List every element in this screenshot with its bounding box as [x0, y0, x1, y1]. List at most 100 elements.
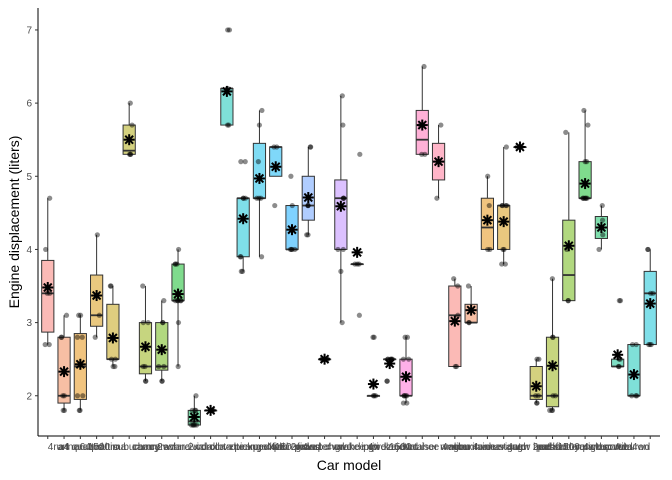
data-point [338, 268, 344, 274]
y-tick-label: 2 [26, 391, 32, 402]
box-group-27 [480, 173, 495, 253]
mean-marker [156, 344, 168, 356]
data-point [127, 151, 133, 157]
box [562, 219, 576, 302]
box-group-25 [448, 276, 462, 370]
mean-marker [465, 304, 477, 316]
mean-marker-stroke [450, 316, 460, 326]
data-point [258, 195, 264, 201]
box-group-36 [627, 341, 641, 399]
mean-marker [530, 380, 542, 392]
data-point [305, 232, 311, 238]
data-point [633, 341, 639, 348]
data-point [646, 341, 652, 348]
data-point [239, 268, 246, 274]
box-group-0 [41, 195, 55, 348]
box-group-32 [562, 129, 576, 304]
box-group-7 [155, 298, 169, 384]
box-group-33 [578, 107, 592, 201]
data-point [583, 195, 589, 201]
box-group-4 [106, 283, 120, 370]
data-point [371, 334, 377, 340]
mean-marker-stroke [433, 156, 444, 167]
data-point [74, 393, 81, 399]
x-tick-label: sonata [603, 442, 633, 453]
box-group-3 [90, 232, 104, 340]
data-point [401, 393, 407, 399]
data-point [76, 407, 82, 413]
data-point [645, 246, 651, 253]
box [415, 109, 429, 155]
mean-marker [595, 221, 607, 233]
box-group-8 [171, 246, 185, 370]
mean-marker-stroke [303, 192, 313, 203]
data-point [486, 202, 492, 209]
x-tick-label: camry solara [133, 442, 191, 453]
data-point [46, 341, 52, 348]
x-tick-label: altima [100, 442, 127, 453]
data-point [585, 122, 591, 128]
mean-marker-stroke [189, 412, 199, 422]
data-point [256, 122, 262, 128]
x-tick-label: f150 pickup 4wd [272, 442, 344, 453]
x-tick-label: durango 4wd [231, 442, 289, 453]
mean-marker [205, 404, 217, 416]
box-group-2 [73, 312, 87, 413]
data-point [289, 246, 295, 253]
mean-marker-stroke [238, 214, 248, 224]
data-point [60, 407, 66, 413]
data-point [63, 312, 70, 318]
data-point [402, 334, 408, 340]
data-point [178, 298, 184, 304]
box [41, 259, 55, 333]
data-point [550, 334, 556, 340]
data-point [465, 283, 472, 289]
data-point [192, 422, 198, 428]
x-tick-label: caravan 2wd [150, 442, 207, 453]
mean-marker-stroke [499, 216, 509, 227]
x-tick-label: grand cherokee 4wd [296, 442, 387, 453]
data-point [340, 195, 347, 201]
data-point [549, 276, 555, 282]
data-point [357, 151, 363, 157]
data-point [341, 195, 347, 201]
x-tick-label: corolla [196, 442, 226, 453]
x-tick-label: impreza awd [361, 442, 418, 453]
data-point [304, 232, 310, 238]
data-point [455, 283, 461, 289]
data-point [534, 400, 540, 406]
data-point [238, 268, 244, 274]
data-point [617, 298, 624, 304]
data-point [356, 312, 362, 318]
mean-marker-stroke [108, 333, 118, 343]
x-tick-label: maxima [454, 442, 489, 453]
data-point [140, 363, 146, 370]
mean-marker-stroke [287, 225, 297, 235]
data-point [175, 246, 182, 253]
data-point [504, 202, 510, 209]
data-point [580, 195, 586, 201]
x-tick-label: mountaineer 4wd [449, 442, 526, 453]
data-point [237, 254, 243, 260]
box-group-31 [545, 276, 560, 413]
x-tick-label: c1500 suburban 2wd [83, 442, 176, 453]
data-point [499, 261, 505, 267]
data-point [356, 261, 362, 267]
data-point [370, 393, 377, 399]
mean-marker-stroke [564, 241, 574, 251]
mean-marker [172, 288, 184, 300]
x-tick-label: pathfinder 4wd [536, 442, 602, 453]
mean-marker [302, 191, 314, 203]
box-group-12 [236, 159, 250, 274]
data-point [193, 393, 199, 399]
data-point [452, 363, 458, 370]
data-point [634, 393, 640, 399]
data-point [354, 261, 360, 267]
data-point [161, 298, 167, 304]
data-point [648, 290, 654, 296]
y-tick-label: 6 [26, 99, 32, 110]
data-point [94, 232, 100, 238]
data-point [258, 254, 265, 260]
mean-marker-stroke [75, 359, 86, 369]
